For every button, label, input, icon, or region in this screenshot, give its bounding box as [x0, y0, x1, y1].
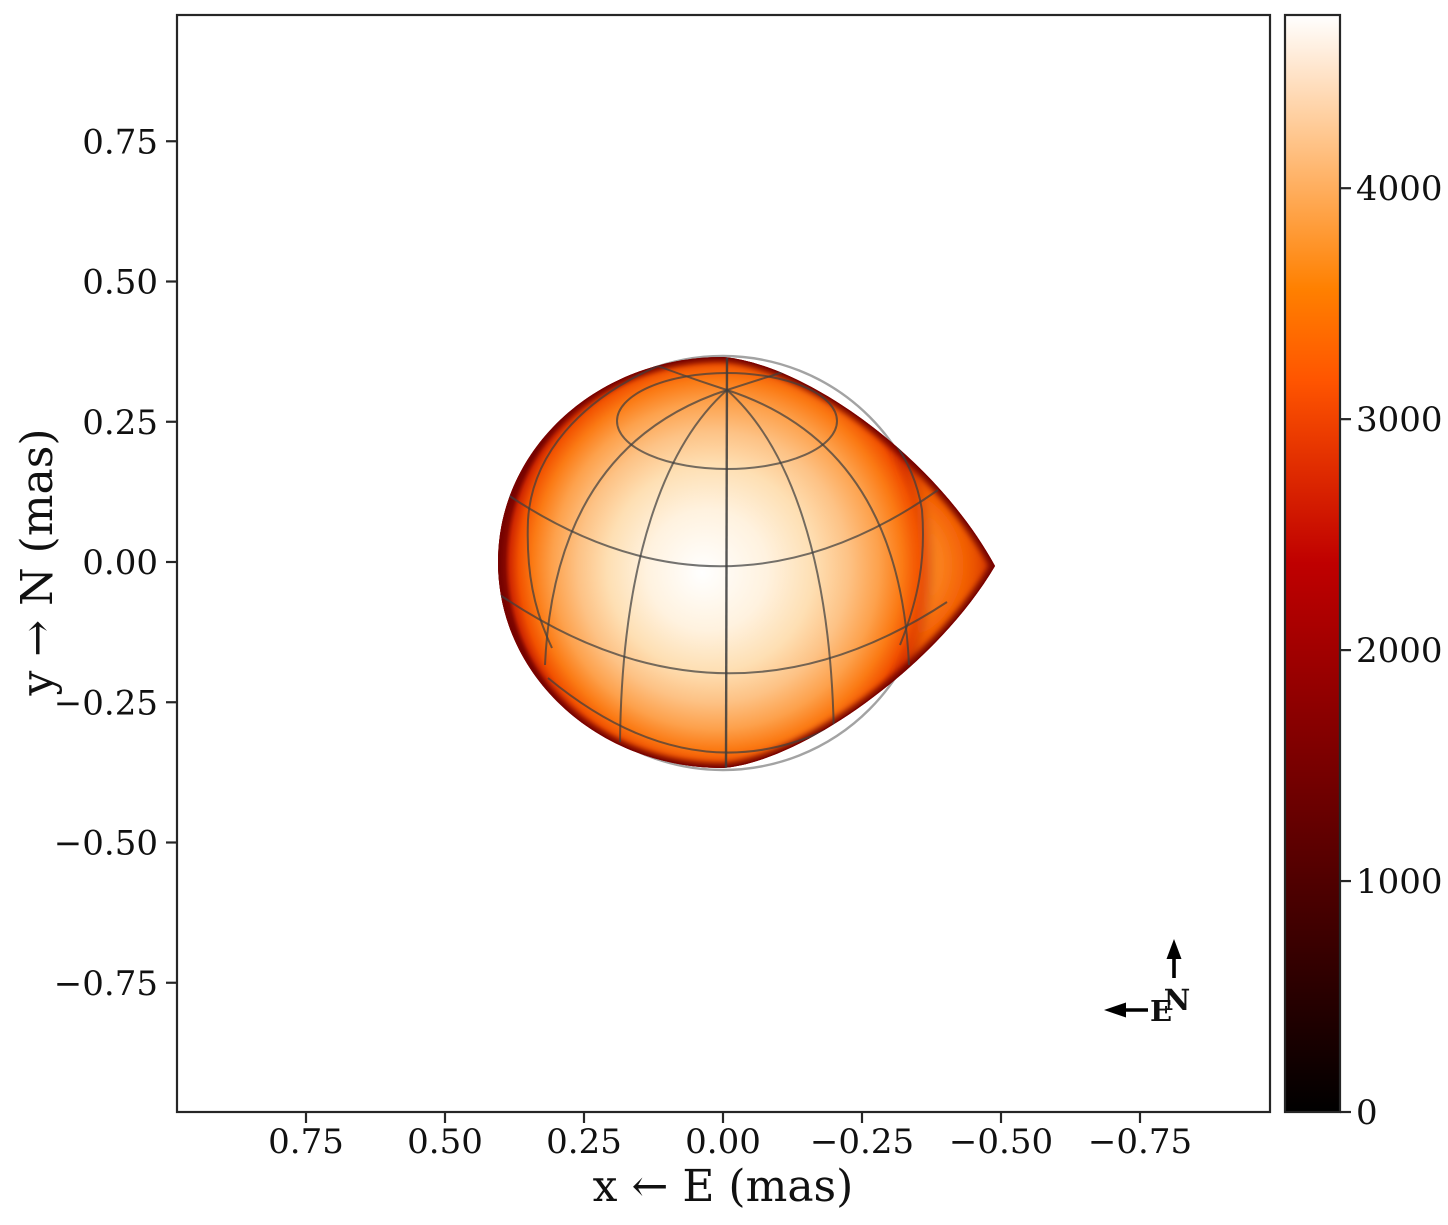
- plot-area: [175, 13, 1272, 1114]
- x-axis-label: x ← E (mas): [593, 1161, 854, 1212]
- x-tick-label: 0.00: [685, 1122, 761, 1162]
- colorbar: 0 1000 2000 3000 4000: [1283, 13, 1443, 1133]
- x-tick-label: 0.25: [546, 1122, 622, 1162]
- colorbar-tick-label: 1000: [1356, 862, 1443, 902]
- x-tick-label: −0.25: [810, 1122, 914, 1162]
- wireframe-mesh: [499, 357, 948, 768]
- colorbar-tick-label: 3000: [1356, 400, 1443, 440]
- compass-north-label: N: [1164, 983, 1191, 1017]
- colorbar-tick-label: 0: [1356, 1093, 1378, 1133]
- y-tick-label: −0.75: [54, 964, 158, 1004]
- x-tick-label: −0.50: [949, 1122, 1053, 1162]
- y-tick-label: 0.00: [82, 543, 158, 583]
- colorbar-ticks: 0 1000 2000 3000 4000: [1340, 169, 1443, 1133]
- star-tip-shading: [893, 445, 995, 685]
- y-tick-label: 0.25: [82, 403, 158, 443]
- y-tick-label: 0.75: [82, 122, 158, 162]
- east-arrow-icon: [1104, 1002, 1148, 1018]
- x-tick-label: 0.50: [407, 1122, 483, 1162]
- x-tick-label: −0.75: [1088, 1122, 1192, 1162]
- x-axis-ticks: 0.75 0.50 0.25 0.00 −0.25 −0.50 −0.75: [268, 1112, 1192, 1162]
- y-tick-label: −0.25: [54, 683, 158, 723]
- y-tick-label: 0.50: [82, 263, 158, 303]
- colorbar-tick-label: 4000: [1356, 169, 1443, 209]
- compass-east-label: E: [1150, 994, 1172, 1028]
- star-surface: [498, 357, 995, 768]
- x-tick-label: 0.75: [268, 1122, 344, 1162]
- colorbar-tick-label: 2000: [1356, 631, 1443, 671]
- y-axis-label: y → N (mas): [12, 428, 63, 696]
- north-arrow-icon: [1166, 939, 1182, 978]
- colorbar-gradient: [1285, 15, 1340, 1112]
- compass: N E: [1104, 939, 1190, 1028]
- y-tick-label: −0.50: [54, 824, 158, 864]
- y-axis-ticks: 0.75 0.50 0.25 0.00 −0.25 −0.50 −0.75: [54, 122, 177, 1004]
